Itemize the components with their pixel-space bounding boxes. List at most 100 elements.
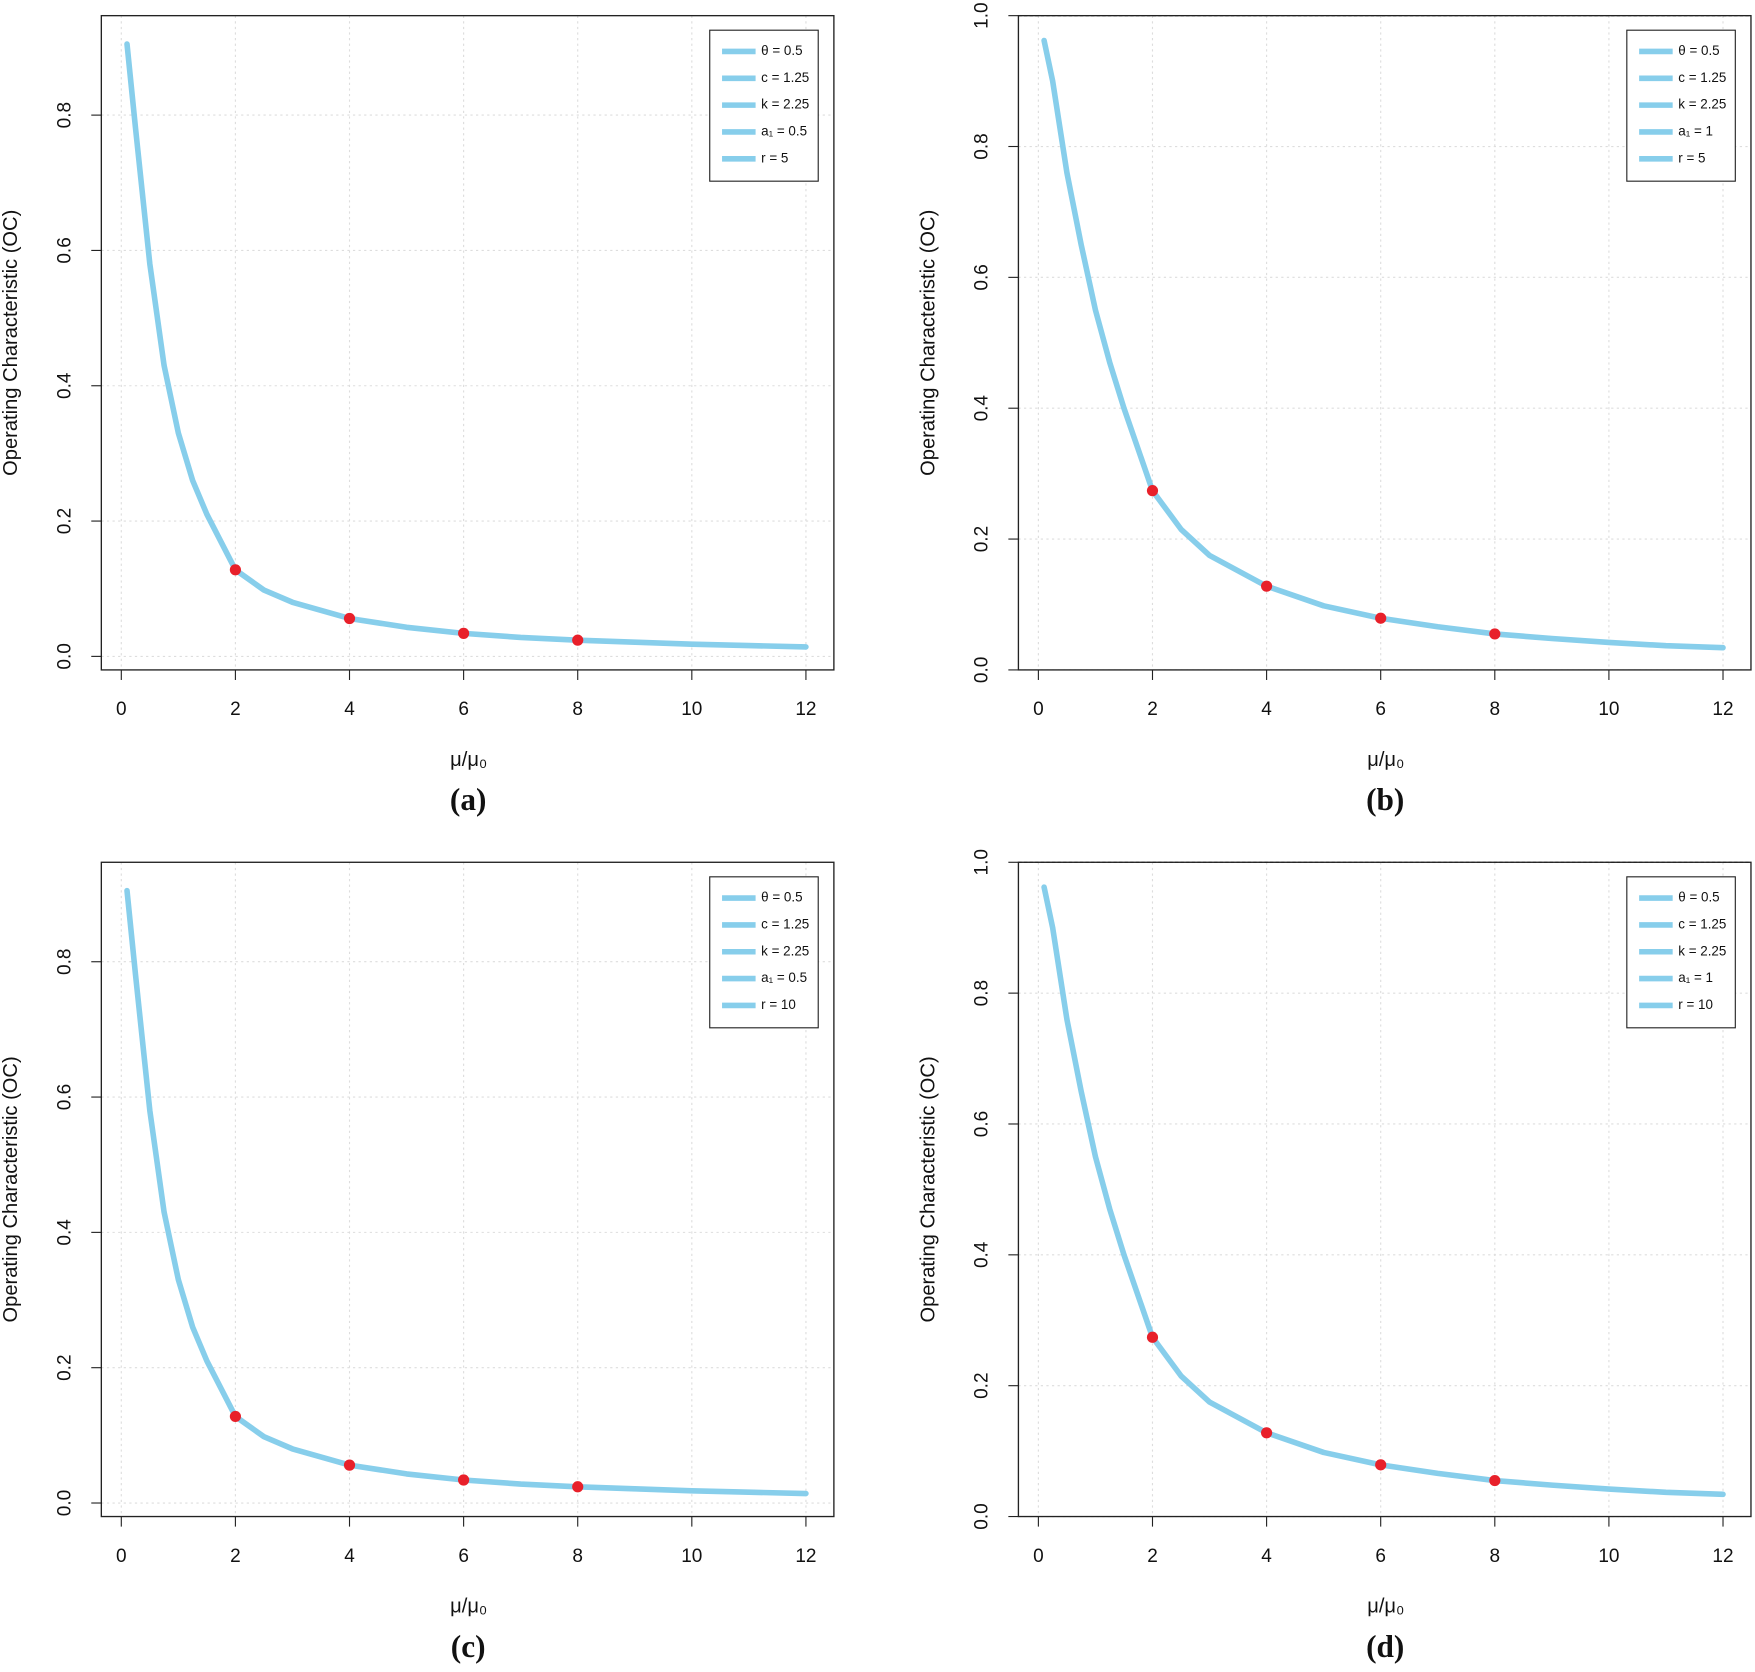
y-tick-label: 0.6 xyxy=(55,1084,76,1110)
point xyxy=(458,1474,470,1486)
legend-label: a₁ = 1 xyxy=(1678,970,1713,985)
y-tick-label: 0.6 xyxy=(972,1111,993,1137)
y-tick-label: 0.0 xyxy=(55,1490,76,1516)
x-axis-label: μ/μ₀ xyxy=(1367,1595,1404,1617)
point xyxy=(1146,485,1159,497)
point xyxy=(1261,1427,1273,1439)
x-tick-label: 10 xyxy=(681,1546,702,1567)
legend-label: θ = 0.5 xyxy=(1678,890,1719,905)
legend-label: k = 2.25 xyxy=(1678,943,1726,958)
y-tick-label: 0.4 xyxy=(55,372,76,399)
curve xyxy=(124,41,809,650)
legend-label: a₁ = 0.5 xyxy=(761,970,807,985)
legend-label: r = 10 xyxy=(1678,997,1713,1012)
point xyxy=(458,627,470,639)
x-tick-label: 10 xyxy=(1598,1546,1619,1567)
x-tick-label: 0 xyxy=(116,1546,127,1567)
legend-label: c = 1.25 xyxy=(761,916,809,931)
plot-frame xyxy=(1017,14,1752,671)
panel: 0 2 4 6 8 10 12 0.0 0.2 0.4 0.6 0.8 θ = 0.5 c = 1.25 k… xyxy=(0,14,835,817)
legend-label: c = 1.25 xyxy=(761,70,809,85)
legend-label: a₁ = 1 xyxy=(1678,124,1713,139)
plot-frame xyxy=(100,861,835,1518)
x-axis-label: μ/μ₀ xyxy=(450,749,487,771)
y-tick-label: 0.2 xyxy=(972,526,993,552)
y-tick-label: 0.8 xyxy=(972,980,993,1006)
x-tick-label: 12 xyxy=(795,699,816,720)
y-tick-label: 0.2 xyxy=(55,1354,76,1380)
point xyxy=(1261,580,1273,592)
y-tick-label: 0.8 xyxy=(55,102,76,128)
x-tick-label: 4 xyxy=(344,1546,355,1567)
legend-label: r = 5 xyxy=(761,150,788,165)
curve xyxy=(1041,884,1726,1498)
legend-label: θ = 0.5 xyxy=(761,890,802,905)
y-axis-label: Operating Characteristic (OC) xyxy=(917,1056,939,1322)
point xyxy=(343,612,356,625)
legend-label: a₁ = 0.5 xyxy=(761,124,807,139)
legend-label: k = 2.25 xyxy=(761,943,809,958)
x-tick-label: 2 xyxy=(1147,1546,1158,1567)
panel: 0 2 4 6 8 10 12 0.0 0.2 0.4 0.6 0.8 1.0 θ = 0.5 c = 1.… xyxy=(917,2,1752,817)
legend-label: c = 1.25 xyxy=(1678,70,1726,85)
x-tick-label: 0 xyxy=(1033,699,1044,720)
x-tick-label: 2 xyxy=(230,699,241,720)
y-tick-label: 0.8 xyxy=(55,949,76,975)
caption: (c) xyxy=(451,1629,486,1664)
y-tick-label: 0.8 xyxy=(972,133,993,159)
y-tick-label: 0.0 xyxy=(972,1503,993,1529)
caption: (a) xyxy=(450,782,487,817)
plot-frame xyxy=(100,14,835,671)
panel: 0 2 4 6 8 10 12 0.0 0.2 0.4 0.6 0.8 θ = 0.5 c = 1.25 k… xyxy=(0,861,835,1664)
y-tick-label: 1.0 xyxy=(972,2,993,28)
y-tick-label: 0.0 xyxy=(55,643,76,669)
x-axis-label: μ/μ₀ xyxy=(1367,749,1404,771)
x-tick-label: 10 xyxy=(681,699,702,720)
x-tick-label: 8 xyxy=(1490,1546,1501,1567)
caption: (d) xyxy=(1366,1629,1404,1664)
panel: 0 2 4 6 8 10 12 0.0 0.2 0.4 0.6 0.8 1.0 θ = 0.5 c = 1.… xyxy=(917,849,1752,1664)
y-tick-label: 0.6 xyxy=(55,237,76,263)
y-tick-label: 0.4 xyxy=(972,395,993,422)
point xyxy=(229,1410,241,1422)
x-tick-label: 0 xyxy=(1033,1546,1044,1567)
y-tick-label: 1.0 xyxy=(972,849,993,875)
legend-label: r = 10 xyxy=(761,997,796,1012)
x-tick-label: 2 xyxy=(230,1546,241,1567)
x-tick-label: 2 xyxy=(1147,699,1158,720)
x-tick-label: 4 xyxy=(1261,1546,1272,1567)
point xyxy=(572,634,584,646)
y-tick-label: 0.0 xyxy=(972,657,993,683)
x-tick-label: 0 xyxy=(116,699,127,720)
point xyxy=(1375,612,1387,624)
y-tick-label: 0.4 xyxy=(972,1241,993,1268)
x-tick-label: 10 xyxy=(1598,699,1619,720)
y-axis-label: Operating Characteristic (OC) xyxy=(0,1056,22,1322)
legend-label: c = 1.25 xyxy=(1678,916,1726,931)
y-axis-label: Operating Characteristic (OC) xyxy=(917,210,939,476)
x-tick-label: 6 xyxy=(1375,699,1386,720)
legend-label: k = 2.25 xyxy=(761,97,809,112)
curve xyxy=(124,887,809,1497)
x-tick-label: 12 xyxy=(1712,699,1733,720)
x-tick-label: 12 xyxy=(795,1546,816,1567)
x-axis-label: μ/μ₀ xyxy=(450,1595,487,1617)
x-tick-label: 8 xyxy=(572,699,583,720)
plot-frame xyxy=(1017,861,1752,1518)
point xyxy=(1489,628,1501,640)
point xyxy=(1146,1331,1159,1343)
caption: (b) xyxy=(1366,782,1404,817)
x-tick-label: 8 xyxy=(1490,699,1501,720)
legend-label: r = 5 xyxy=(1678,150,1705,165)
point xyxy=(1489,1474,1501,1487)
point xyxy=(1375,1459,1387,1471)
y-tick-label: 0.4 xyxy=(55,1219,76,1246)
x-tick-label: 8 xyxy=(572,1546,583,1567)
x-tick-label: 12 xyxy=(1712,1546,1733,1567)
curve xyxy=(1041,37,1726,651)
y-axis-label: Operating Characteristic (OC) xyxy=(0,210,22,476)
point xyxy=(572,1481,584,1493)
point xyxy=(229,564,241,576)
y-tick-label: 0.6 xyxy=(972,264,993,290)
